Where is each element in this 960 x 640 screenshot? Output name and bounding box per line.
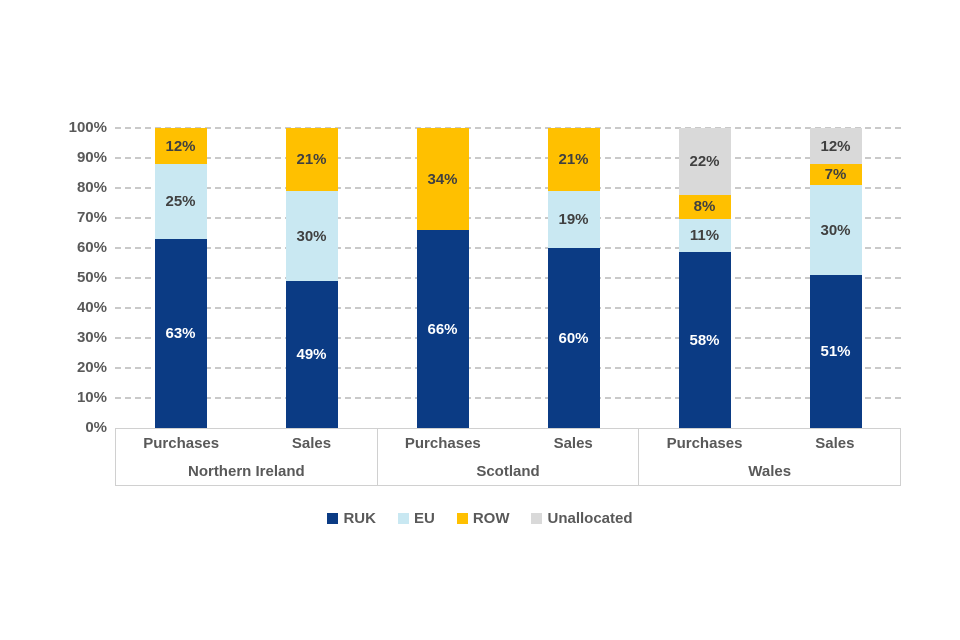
bar-wales-sales: 51% 30% 7% 12% bbox=[809, 128, 862, 428]
y-tick-label: 40% bbox=[76, 299, 107, 316]
legend-swatch-icon bbox=[327, 513, 339, 524]
gridline-80% bbox=[115, 187, 901, 189]
legend: RUK EU ROW Unallocated bbox=[0, 510, 960, 527]
category-label: Sales bbox=[815, 434, 855, 452]
segment-row: 21% bbox=[285, 128, 338, 191]
y-tick-label: 20% bbox=[76, 359, 107, 376]
category-axis: Purchases Sales Northern Ireland Purchases S… bbox=[115, 428, 901, 486]
bar-slot: 63% 25% 12% bbox=[115, 128, 246, 428]
y-tick-label: 90% bbox=[76, 149, 107, 166]
segment-ruk: 60% bbox=[547, 248, 600, 428]
legend-item-row: ROW bbox=[456, 510, 510, 527]
y-tick-label: 70% bbox=[76, 209, 107, 226]
category-label: Sales bbox=[553, 434, 593, 452]
segment-eu: 30% bbox=[809, 185, 862, 275]
gridline-50% bbox=[115, 277, 901, 279]
bar-slot: 51% 30% 7% 12% bbox=[770, 128, 901, 428]
segment-ruk: 49% bbox=[285, 281, 338, 428]
plot-area: 63% 25% 12% 49% 30% 21% 66% 34% 60% 19% 21% 58% 11% 8… bbox=[115, 127, 901, 428]
segment-ruk: 51% bbox=[809, 275, 862, 428]
gridline-10% bbox=[115, 397, 901, 399]
segment-row: 8% bbox=[678, 194, 731, 219]
gridline-30% bbox=[115, 337, 901, 339]
segment-row: 12% bbox=[154, 128, 207, 164]
gridline-70% bbox=[115, 217, 901, 219]
bar-scotland-purchases: 66% 34% bbox=[416, 128, 469, 428]
y-tick-label: 80% bbox=[76, 179, 107, 196]
bar-slot: 60% 19% 21% bbox=[508, 128, 639, 428]
bar-slot: 66% 34% bbox=[377, 128, 508, 428]
y-tick-label: 0% bbox=[85, 419, 107, 436]
legend-swatch-icon bbox=[456, 513, 468, 524]
segment-eu: 25% bbox=[154, 164, 207, 239]
axis-group-scotland: Purchases Sales Scotland bbox=[376, 429, 639, 485]
legend-item-unallocated: Unallocated bbox=[531, 510, 633, 527]
y-tick-label: 100% bbox=[68, 119, 107, 136]
legend-label: EU bbox=[413, 510, 435, 527]
y-tick-label: 30% bbox=[76, 329, 107, 346]
category-row: Purchases Sales bbox=[639, 429, 900, 457]
axis-group-wales: Purchases Sales Wales bbox=[638, 429, 900, 485]
gridline-100% bbox=[115, 127, 901, 129]
segment-row: 34% bbox=[416, 128, 469, 230]
segment-ruk: 66% bbox=[416, 230, 469, 428]
bars-container: 63% 25% 12% 49% 30% 21% 66% 34% 60% 19% 21% 58% 11% 8… bbox=[115, 128, 901, 428]
gridline-90% bbox=[115, 157, 901, 159]
category-row: Purchases Sales bbox=[116, 429, 377, 457]
bar-slot: 58% 11% 8% 22% bbox=[639, 128, 770, 428]
segment-eu: 19% bbox=[547, 191, 600, 248]
segment-ruk: 63% bbox=[154, 239, 207, 428]
legend-swatch-icon bbox=[531, 513, 543, 524]
axis-group-northern-ireland: Purchases Sales Northern Ireland bbox=[116, 429, 377, 485]
bar-wales-purchases: 58% 11% 8% 22% bbox=[678, 128, 731, 428]
segment-row: 7% bbox=[809, 164, 862, 185]
bar-scotland-sales: 60% 19% 21% bbox=[547, 128, 600, 428]
gridline-60% bbox=[115, 247, 901, 249]
gridline-20% bbox=[115, 367, 901, 369]
bar-slot: 49% 30% 21% bbox=[246, 128, 377, 428]
segment-row: 21% bbox=[547, 128, 600, 191]
legend-label: ROW bbox=[472, 510, 510, 527]
group-label: Northern Ireland bbox=[187, 462, 305, 480]
segment-unallocated: 12% bbox=[809, 128, 862, 164]
legend-item-eu: EU bbox=[397, 510, 435, 527]
bar-northern-ireland-purchases: 63% 25% 12% bbox=[154, 128, 207, 428]
legend-item-ruk: RUK bbox=[327, 510, 376, 527]
y-tick-label: 50% bbox=[76, 269, 107, 286]
category-row: Purchases Sales bbox=[378, 429, 639, 457]
group-label: Scotland bbox=[476, 462, 540, 480]
legend-label: RUK bbox=[343, 510, 376, 527]
group-label: Wales bbox=[748, 462, 792, 480]
segment-eu: 30% bbox=[285, 191, 338, 281]
category-label: Purchases bbox=[666, 434, 743, 452]
legend-swatch-icon bbox=[397, 513, 409, 524]
bar-northern-ireland-sales: 49% 30% 21% bbox=[285, 128, 338, 428]
category-label: Sales bbox=[291, 434, 332, 452]
segment-eu: 11% bbox=[678, 218, 731, 253]
segment-unallocated: 22% bbox=[678, 128, 731, 195]
y-tick-label: 60% bbox=[76, 239, 107, 256]
y-tick-label: 10% bbox=[76, 389, 107, 406]
segment-ruk: 58% bbox=[678, 252, 731, 428]
category-label: Purchases bbox=[404, 434, 481, 452]
legend-label: Unallocated bbox=[547, 510, 633, 527]
gridline-40% bbox=[115, 307, 901, 309]
category-label: Purchases bbox=[143, 434, 220, 452]
